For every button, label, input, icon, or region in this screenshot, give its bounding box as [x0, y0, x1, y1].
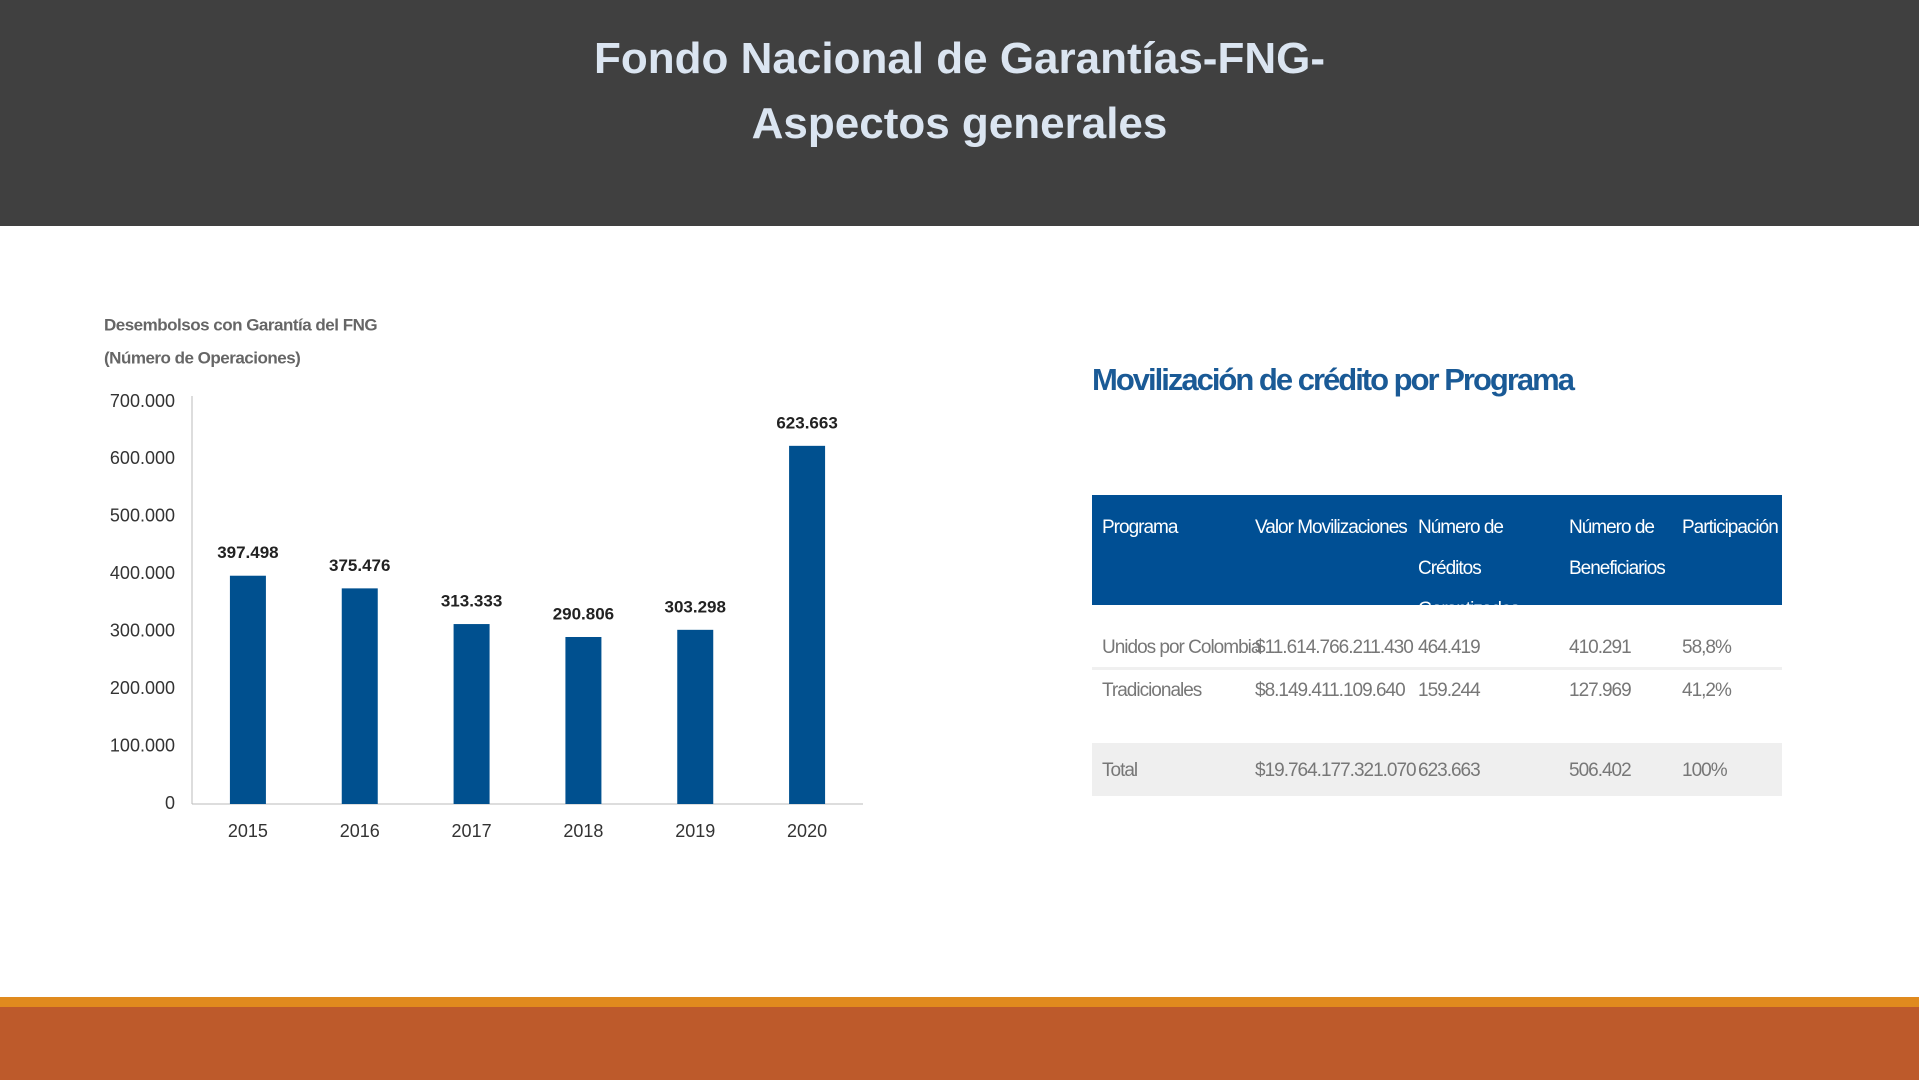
chart-subtitle: (Número de Operaciones): [104, 348, 300, 367]
table-cell: 464.419: [1418, 637, 1481, 658]
x-tick-label: 2019: [675, 821, 715, 841]
y-tick-label: 600.000: [110, 448, 175, 468]
data-label: 623.663: [776, 413, 837, 432]
table-cell: Unidos por Colombia: [1102, 637, 1261, 658]
data-label: 303.298: [665, 597, 726, 616]
chart: Desembolsos con Garantía del FNG (Número…: [104, 315, 863, 841]
table-cell: 127.969: [1569, 680, 1632, 701]
x-tick-label: 2016: [340, 821, 380, 841]
bar: [453, 624, 490, 804]
slide-title: Fondo Nacional de Garantías-FNG-: [594, 34, 1325, 83]
y-tick-label: 200.000: [110, 678, 175, 698]
y-tick-label: 300.000: [110, 620, 175, 640]
data-label: 290.806: [553, 604, 614, 623]
total-cell: 623.663: [1418, 760, 1481, 781]
row-divider: [1092, 667, 1782, 670]
total-cell: 100%: [1682, 760, 1728, 781]
x-tick-label: 2018: [563, 821, 603, 841]
column-header: Valor Movilizaciones: [1255, 517, 1408, 538]
y-tick-label: 0: [165, 793, 175, 813]
table-cell: 41,2%: [1682, 680, 1732, 701]
table-cell: $8.149.411.109.640: [1255, 680, 1406, 701]
table-cell: Tradicionales: [1102, 680, 1202, 701]
table-cell: 410.291: [1569, 637, 1632, 658]
column-header: Número de Créditos Garantizados: [1418, 517, 1520, 620]
chart-title: Desembolsos con Garantía del FNG: [104, 315, 377, 334]
bar: [229, 575, 266, 804]
y-tick-label: 100.000: [110, 735, 175, 755]
data-label: 375.476: [329, 556, 390, 575]
table-cell: 159.244: [1418, 680, 1481, 701]
bar: [677, 629, 714, 804]
footer-band: [0, 1007, 1919, 1080]
total-cell: 506.402: [1569, 760, 1632, 781]
bar: [789, 445, 826, 804]
y-tick-label: 500.000: [110, 506, 175, 526]
x-tick-label: 2017: [452, 821, 492, 841]
table-cell: 58,8%: [1682, 637, 1732, 658]
x-tick-label: 2015: [228, 821, 268, 841]
footer-stripe: [0, 997, 1919, 1007]
table-title: Movilización de crédito por Programa: [1092, 362, 1575, 397]
table-cell: $11.614.766.211.430: [1255, 637, 1414, 658]
y-tick-label: 700.000: [110, 391, 175, 411]
column-header: Participación: [1682, 517, 1779, 538]
data-label: 313.333: [441, 592, 502, 611]
total-cell: $19.764.177.321.070: [1255, 760, 1417, 781]
table-header-bg: [1092, 495, 1782, 605]
header-band: Fondo Nacional de Garantías-FNG- Aspecto…: [0, 0, 1919, 226]
slide-title: Aspectos generales: [751, 99, 1168, 148]
bar: [565, 636, 602, 804]
data-label: 397.498: [217, 543, 278, 562]
column-header: Programa: [1102, 517, 1178, 538]
y-tick-label: 400.000: [110, 563, 175, 583]
total-cell: Total: [1102, 760, 1138, 781]
column-header: Número de Beneficiarios: [1569, 517, 1666, 579]
x-tick-label: 2020: [787, 821, 827, 841]
bar: [341, 588, 378, 804]
total-row-bg: [1092, 743, 1782, 796]
